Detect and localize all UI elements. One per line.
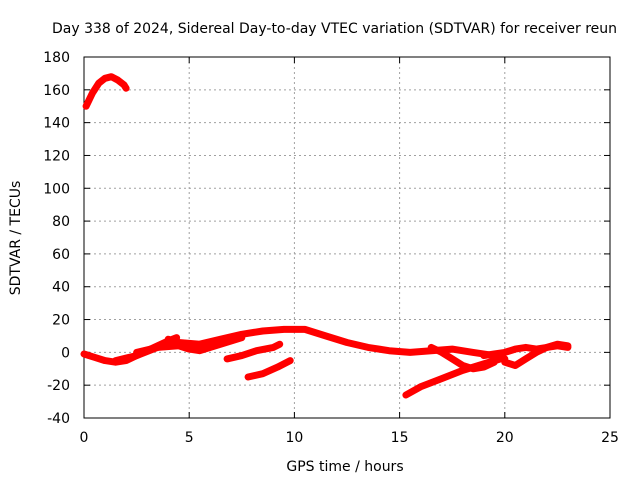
y-tick-label: 100 xyxy=(43,181,70,197)
y-tick-label: 160 xyxy=(43,83,70,99)
y-tick-label: 120 xyxy=(43,148,70,164)
series-line-arc-7 xyxy=(244,357,294,381)
y-tick-label: 0 xyxy=(61,345,70,361)
x-tick-labels: 0 5 10 15 20 25 xyxy=(80,430,619,446)
x-tick-label: 20 xyxy=(496,430,514,446)
x-tick-label: 10 xyxy=(285,430,303,446)
y-axis-label: SDTVAR / TECUs xyxy=(8,181,24,296)
chart-title: Day 338 of 2024, Sidereal Day-to-day VTE… xyxy=(52,21,617,37)
series-line-arc-5 xyxy=(164,335,225,353)
series-line-arc-9 xyxy=(427,343,498,373)
y-tick-labels: -40 -20 0 20 40 60 80 100 120 140 160 180 xyxy=(43,50,70,427)
axis-ticks xyxy=(83,56,611,419)
series-line-arc-6 xyxy=(223,340,284,363)
y-tick-label: 60 xyxy=(52,247,70,263)
series-line-arc-11 xyxy=(501,340,572,369)
y-tick-label: 80 xyxy=(52,214,70,230)
y-tick-label: -40 xyxy=(47,411,70,427)
y-tick-label: -20 xyxy=(47,378,70,394)
y-tick-label: 140 xyxy=(43,116,70,132)
y-tick-label: 20 xyxy=(52,313,70,329)
x-tick-label: 5 xyxy=(185,430,194,446)
y-tick-label: 180 xyxy=(43,50,70,66)
data-series xyxy=(80,73,572,399)
plot-frame xyxy=(83,56,611,419)
grid xyxy=(84,57,610,418)
x-tick-label: 25 xyxy=(601,430,619,446)
x-tick-label: 15 xyxy=(391,430,409,446)
series-line-arc-1 xyxy=(82,73,130,110)
y-tick-label: 40 xyxy=(52,280,70,296)
x-tick-label: 0 xyxy=(80,430,89,446)
x-axis-label: GPS time / hours xyxy=(286,459,403,475)
